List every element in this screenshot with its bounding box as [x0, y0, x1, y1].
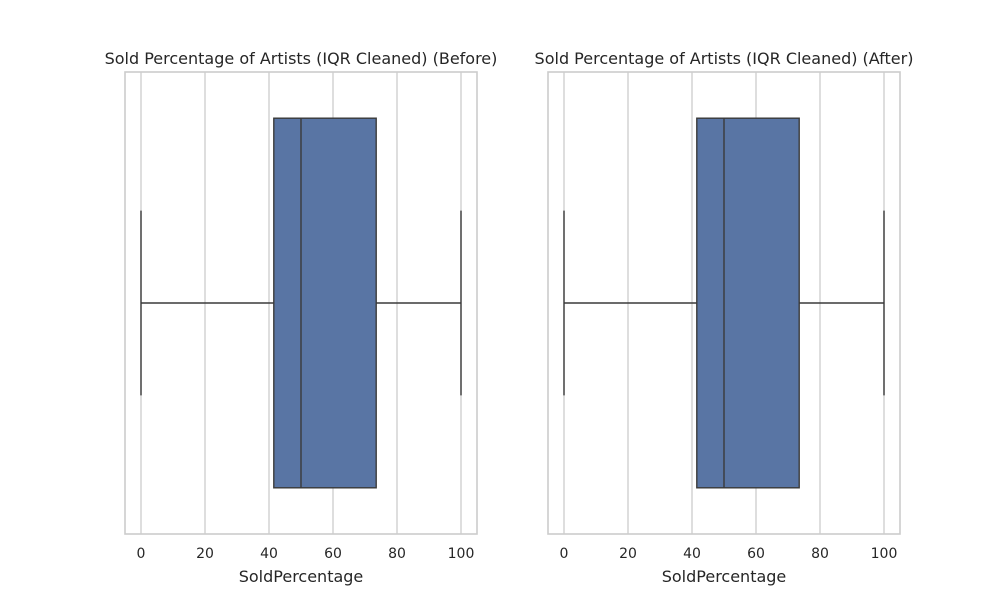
before-x-tick-label: 60 — [324, 546, 342, 562]
after-plot-frame — [547, 71, 901, 535]
before-x-axis-label: SoldPercentage — [239, 567, 364, 586]
after-x-tick-label: 0 — [560, 546, 569, 562]
after-chart-title: Sold Percentage of Artists (IQR Cleaned)… — [535, 49, 914, 68]
after-x-axis-label: SoldPercentage — [662, 567, 787, 586]
after-x-tick-label: 60 — [747, 546, 765, 562]
before-chart-title: Sold Percentage of Artists (IQR Cleaned)… — [105, 49, 498, 68]
before-x-tick-label: 80 — [388, 546, 406, 562]
after-x-tick-label: 40 — [683, 546, 701, 562]
before-iqr-box — [273, 117, 377, 489]
after-panel: 0 20 40 60 80 100 Sold Percentage of Artists (… — [535, 49, 914, 586]
before-x-tick-label: 0 — [137, 546, 146, 562]
after-iqr-box — [696, 117, 800, 489]
after-x-tick-label: 20 — [619, 546, 637, 562]
before-x-tick-label: 20 — [196, 546, 214, 562]
before-x-tick-label: 100 — [448, 546, 475, 562]
before-plot-frame — [124, 71, 478, 535]
after-x-tick-label: 80 — [811, 546, 829, 562]
before-x-tick-label: 40 — [260, 546, 278, 562]
before-panel: 0 20 40 60 80 100 Sold Percentage of Artists (… — [105, 49, 498, 586]
after-x-tick-label: 100 — [871, 546, 898, 562]
